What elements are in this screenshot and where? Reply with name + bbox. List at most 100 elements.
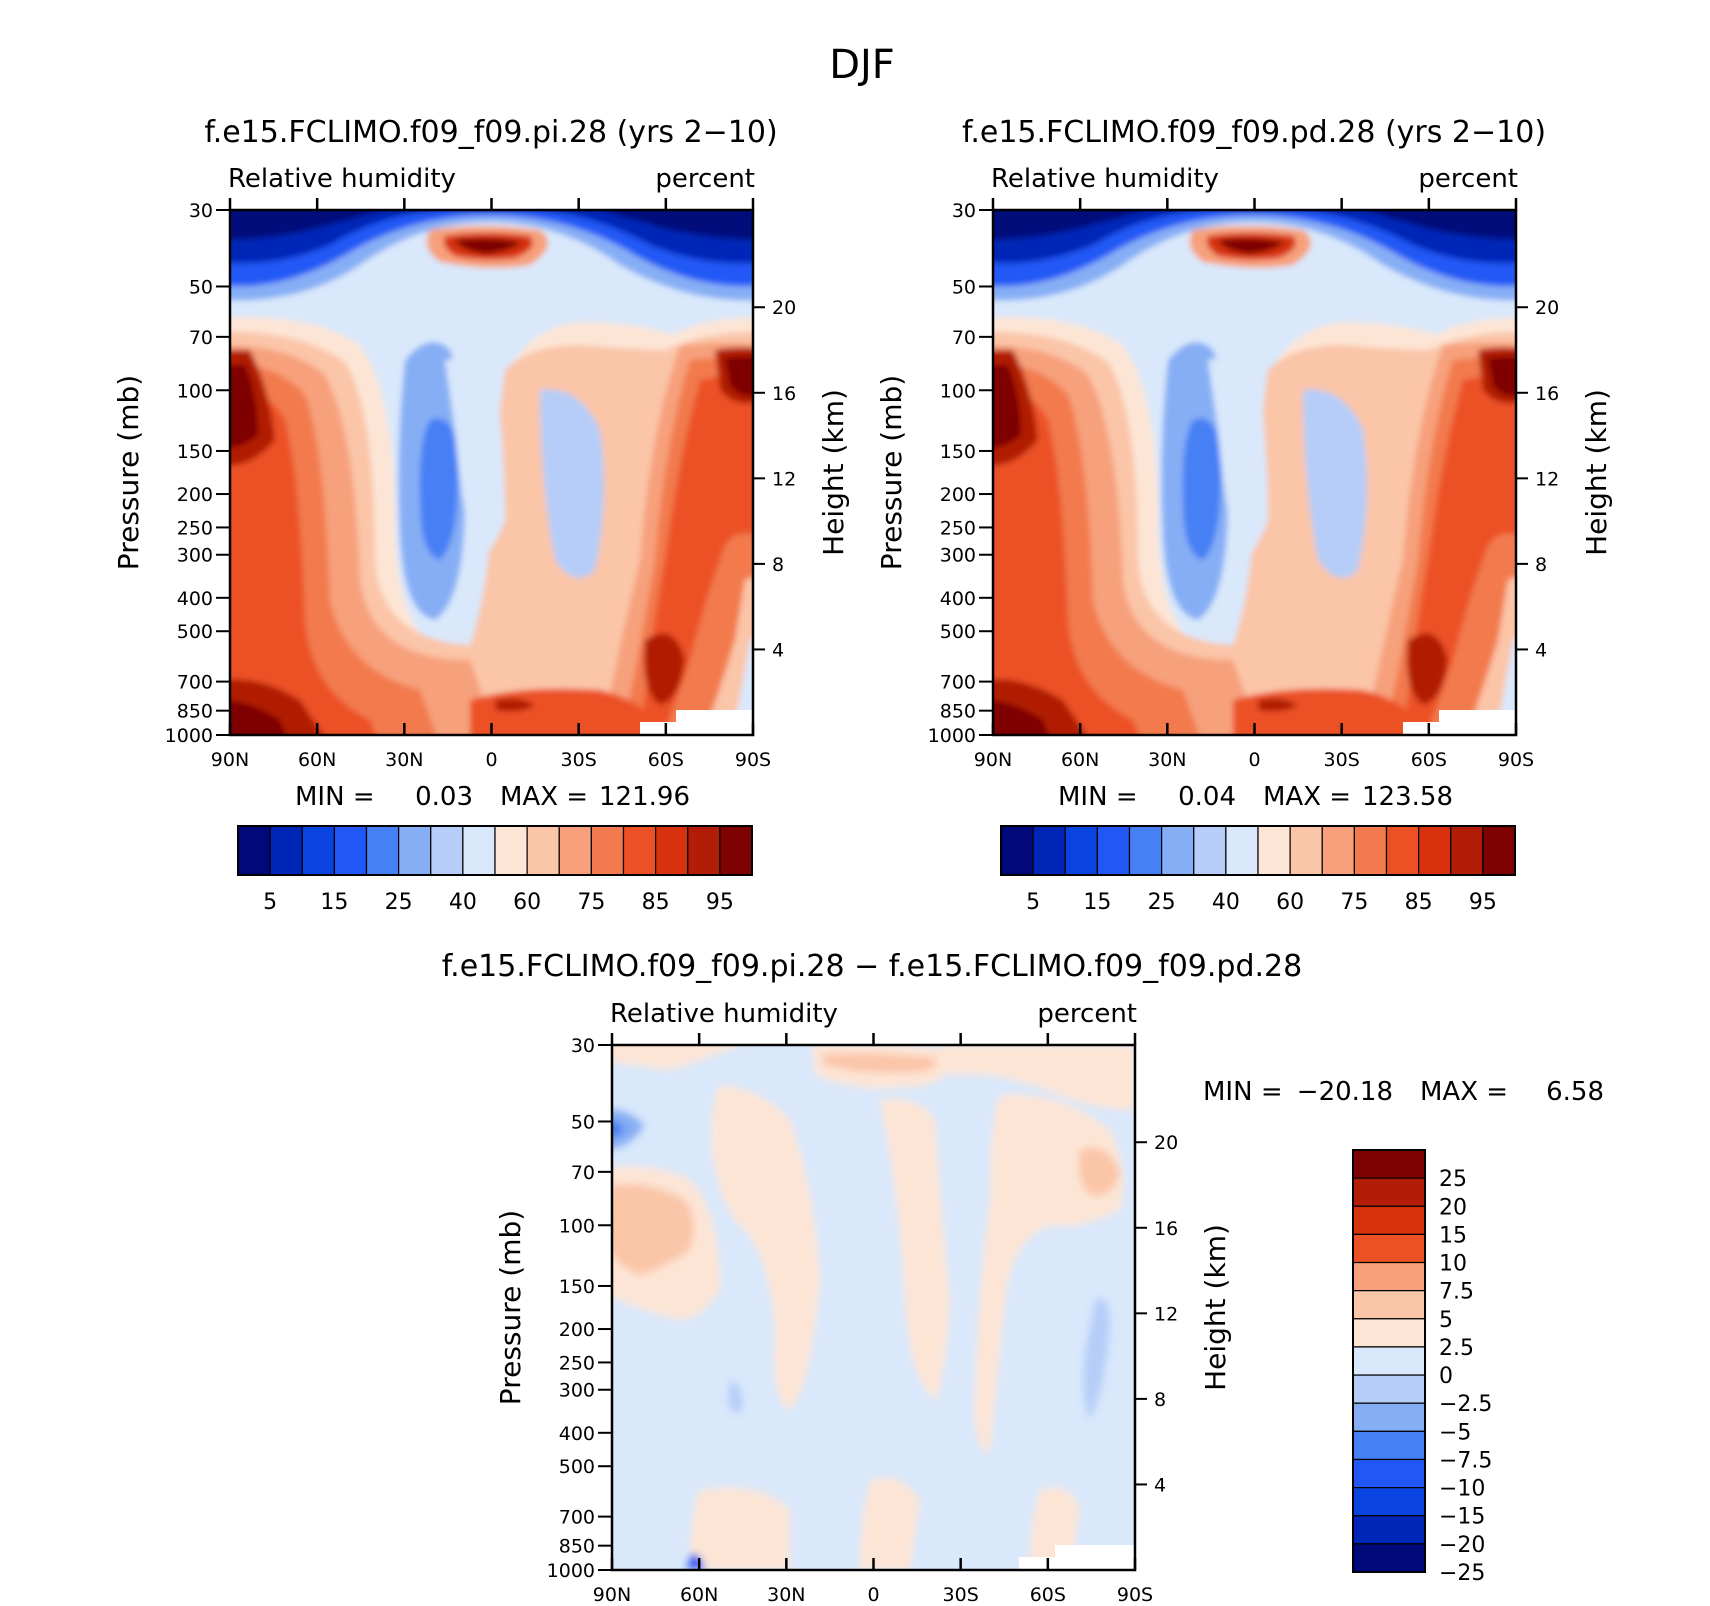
min-value: −20.18 — [1297, 1077, 1393, 1107]
height-tick-label: 20 — [1154, 1132, 1178, 1154]
colorbar-label: 5 — [1026, 890, 1040, 915]
colorbar-label: 60 — [1276, 890, 1304, 915]
y-tick-label: 400 — [940, 588, 976, 610]
colorbar-box — [1352, 1233, 1426, 1264]
y-tick-label: 700 — [940, 672, 976, 694]
x-tick-label: 0 — [485, 749, 497, 771]
colorbar-label: 10 — [1439, 1252, 1467, 1277]
contour-field — [993, 210, 1516, 735]
colorbar-box — [430, 825, 464, 876]
colorbar-box — [333, 825, 368, 876]
y-tick-label: 500 — [177, 621, 213, 643]
y-tick-label: 850 — [940, 701, 976, 723]
max-label: MAX = — [500, 782, 588, 812]
colorbar-box — [1352, 1543, 1426, 1573]
y-tick-label: 200 — [177, 484, 213, 506]
colorbar-box — [365, 825, 400, 876]
axes: 90N 60N 30N 0 30S 60S 90S 30 50 70 100 150 200 250 300… — [875, 198, 1613, 771]
colorbar-label: 5 — [1439, 1308, 1453, 1333]
x-tick-label: 90N — [211, 749, 249, 771]
y-tick-label: 200 — [940, 484, 976, 506]
colorbar-label: −5 — [1439, 1420, 1471, 1445]
height-tick-label: 20 — [772, 297, 796, 319]
panel-pd: f.e15.FCLIMO.f09_f09.pd.28 (yrs 2−10) Re… — [875, 115, 1613, 915]
y-axis-title: Pressure (mb) — [875, 375, 908, 570]
x-tick-label: 30N — [1148, 749, 1186, 771]
y-tick-label: 150 — [559, 1276, 595, 1298]
colorbar-box — [558, 825, 592, 876]
y-tick-label: 850 — [559, 1536, 595, 1558]
height-tick-label: 8 — [1154, 1389, 1166, 1411]
figure-title: DJF — [829, 42, 895, 88]
colorbar: 5 15 25 40 60 75 85 95 — [237, 825, 753, 915]
min-label: MIN = — [1203, 1077, 1283, 1107]
y-tick-label: 100 — [559, 1215, 595, 1237]
y-tick-label: 500 — [940, 621, 976, 643]
colorbar-frame — [1352, 1149, 1426, 1573]
y-right-axis-title: Height (km) — [1199, 1224, 1232, 1391]
y-tick-label: 1000 — [165, 725, 213, 747]
colorbar-box — [1096, 825, 1131, 876]
height-tick-label: 20 — [1535, 297, 1559, 319]
units-label: percent — [1037, 999, 1137, 1029]
x-tick-label: 90N — [593, 1584, 631, 1606]
colorbar-box — [1352, 1346, 1426, 1376]
colorbar-label: 95 — [1469, 890, 1497, 915]
colorbar-label: 2.5 — [1439, 1336, 1474, 1361]
colorbar-box — [398, 825, 432, 876]
colorbar: 25 20 15 10 7.5 5 2.5 0 −2.5 −5 −7.5 −10 −15 −20 −25 — [1352, 1149, 1492, 1586]
colorbar-label: 40 — [449, 890, 477, 915]
colorbar-frame — [237, 825, 753, 876]
colorbar-box — [1352, 1177, 1426, 1207]
colorbar-label: 75 — [1340, 890, 1368, 915]
y-tick-label: 150 — [940, 441, 976, 463]
y-tick-label: 1000 — [928, 725, 976, 747]
colorbar-box — [1257, 825, 1291, 876]
colorbar: 5 15 25 40 60 75 85 95 — [1000, 825, 1516, 915]
min-label: MIN = — [295, 782, 375, 812]
colorbar-label: 25 — [385, 890, 413, 915]
y-tick-label: 30 — [571, 1035, 595, 1057]
max-value: 6.58 — [1546, 1077, 1604, 1107]
y-tick-label: 50 — [189, 276, 213, 298]
y-tick-label: 700 — [177, 672, 213, 694]
y-tick-label: 50 — [571, 1111, 595, 1133]
colorbar-box — [269, 825, 303, 876]
colorbar-box — [1321, 825, 1355, 876]
min-label: MIN = — [1058, 782, 1138, 812]
y-tick-label: 50 — [952, 276, 976, 298]
y-right-axis-title: Height (km) — [817, 389, 850, 556]
height-tick-label: 8 — [772, 554, 784, 576]
y-tick-label: 200 — [559, 1319, 595, 1341]
colorbar-label: 25 — [1148, 890, 1176, 915]
colorbar-box — [1352, 1458, 1426, 1489]
x-tick-label: 60S — [1411, 749, 1447, 771]
colorbar-frame — [1000, 825, 1516, 876]
x-tick-label: 0 — [867, 1584, 879, 1606]
x-tick-label: 0 — [1248, 749, 1260, 771]
variable-label: Relative humidity — [991, 164, 1219, 194]
x-tick-label: 30N — [385, 749, 423, 771]
variable-label: Relative humidity — [610, 999, 838, 1029]
colorbar-label: 20 — [1439, 1195, 1467, 1220]
colorbar-box — [1064, 825, 1098, 876]
height-tick-label: 16 — [1154, 1218, 1178, 1240]
colorbar-box — [1352, 1515, 1426, 1545]
colorbar-box — [1352, 1318, 1426, 1348]
colorbar-label: −25 — [1439, 1561, 1485, 1586]
max-value: 121.96 — [599, 782, 690, 812]
colorbar-box — [590, 825, 625, 876]
height-tick-label: 4 — [772, 639, 784, 661]
y-axis-title: Pressure (mb) — [494, 1210, 527, 1405]
max-label: MAX = — [1420, 1077, 1508, 1107]
colorbar-box — [1353, 825, 1388, 876]
y-tick-label: 250 — [559, 1352, 595, 1374]
colorbar-box — [1352, 1149, 1426, 1179]
colorbar-box — [1161, 825, 1195, 876]
colorbar-box — [1352, 1430, 1426, 1461]
panel-title: f.e15.FCLIMO.f09_f09.pi.28 − f.e15.FCLIM… — [442, 949, 1302, 984]
y-axis-title: Pressure (mb) — [112, 375, 145, 570]
x-tick-label: 60S — [648, 749, 684, 771]
colorbar-label: 25 — [1439, 1167, 1467, 1192]
